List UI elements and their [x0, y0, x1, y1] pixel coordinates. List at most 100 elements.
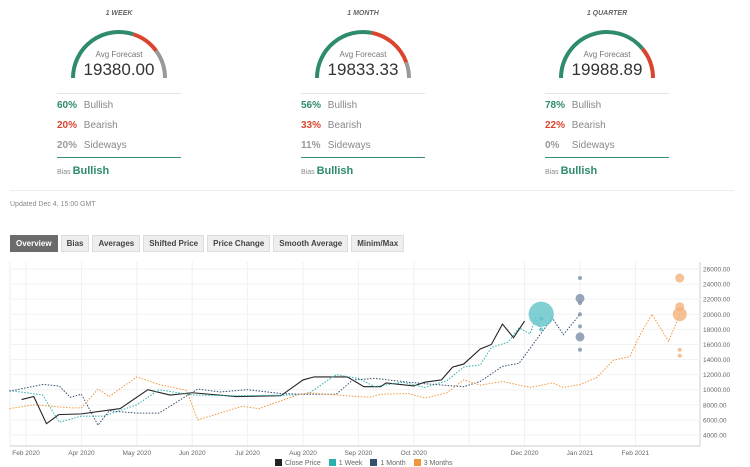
legend-swatch [328, 459, 336, 466]
forecast-bubble[interactable] [677, 353, 682, 358]
sentiment-pct: 33% [301, 120, 322, 131]
y-tick-label: 18000.00 [703, 327, 730, 334]
forecast-bubble[interactable] [578, 347, 582, 352]
sentiment-row: 0% Sideways [545, 140, 615, 151]
y-tick-label: 16000.00 [703, 342, 730, 349]
panel-title: 1 WEEK [105, 10, 133, 17]
x-tick-label: Apr 2020 [68, 450, 95, 457]
divider [301, 93, 425, 94]
y-tick-label: 14000.00 [703, 357, 730, 364]
gauge [71, 30, 167, 79]
tab-minim-max[interactable]: Minim/Max [351, 235, 405, 252]
forecast-bubble[interactable] [539, 316, 544, 321]
gauge-segment [154, 49, 167, 79]
avg-forecast-value: 19380.00 [83, 60, 155, 79]
y-tick-label: 26000.00 [703, 267, 730, 274]
legend-item[interactable]: 1 Week [328, 459, 362, 467]
avg-forecast-label: Avg Forecast [583, 50, 631, 59]
bias-label: Bias [301, 169, 315, 176]
x-tick-label: Sep 2020 [344, 450, 372, 457]
tab-smooth-average[interactable]: Smooth Average [273, 235, 349, 252]
sentiment-label: Bearish [327, 120, 362, 131]
x-tick-label: Oct 2020 [401, 450, 428, 457]
sentiment-row: 60% Bullish [57, 100, 113, 111]
forecast-bubble[interactable] [575, 293, 585, 303]
sentiment-pct: 78% [545, 100, 566, 111]
sentiment-row: 20% Sideways [57, 140, 127, 151]
forecast-bubble[interactable] [672, 307, 687, 322]
forecast-bubble[interactable] [539, 327, 544, 332]
y-tick-label: 10000.00 [703, 387, 730, 394]
sentiment-label: Bullish [571, 100, 602, 111]
series-line-close-price [21, 320, 526, 425]
x-tick-label: Feb 2020 [12, 450, 40, 457]
sentiment-pct: 20% [57, 140, 78, 151]
legend-item[interactable]: 3 Months [413, 459, 453, 467]
tab-bias[interactable]: Bias [60, 235, 90, 252]
chart-legend: Close Price 1 Week 1 Month 3 Months [275, 459, 453, 467]
forecast-bubble[interactable] [578, 300, 582, 305]
sentiment-pct: 0% [545, 140, 560, 151]
divider [545, 93, 669, 94]
tab-price-change[interactable]: Price Change [207, 235, 271, 252]
gauge-segment [71, 30, 134, 79]
forecast-bubble[interactable] [575, 332, 585, 342]
forecast-bubble[interactable] [528, 301, 554, 327]
legend-item[interactable]: 1 Month [370, 459, 406, 467]
series-line-1-month [9, 313, 581, 427]
avg-forecast-value: 19833.33 [327, 60, 399, 79]
gauge [559, 30, 655, 79]
gauge-segment [640, 47, 655, 79]
bias: Bias Bullish [545, 165, 597, 177]
x-tick-label: Jan 2021 [567, 450, 594, 457]
legend-swatch [370, 459, 378, 466]
y-tick-label: 22000.00 [703, 297, 730, 304]
y-tick-label: 12000.00 [703, 372, 730, 379]
updated-timestamp: Updated Dec 4, 15:00 GMT [10, 201, 96, 208]
panel-title: 1 MONTH [347, 10, 379, 17]
forecast-bubble[interactable] [578, 324, 582, 329]
sentiment-label: Bearish [571, 120, 606, 131]
series-line-3-months [9, 313, 681, 421]
gauge-segment [132, 32, 158, 53]
sentiment-pct: 22% [545, 120, 566, 131]
gauge [315, 30, 411, 79]
sentiment-row: 56% Bullish [301, 100, 357, 111]
bias: Bias Bullish [301, 165, 353, 177]
tab-shifted-price[interactable]: Shifted Price [143, 235, 205, 252]
divider [301, 157, 425, 158]
sentiment-row: 22% Bearish [545, 120, 606, 131]
y-tick-label: 24000.00 [703, 282, 730, 289]
x-tick-label: May 2020 [123, 450, 152, 457]
bias-label: Bias [545, 169, 559, 176]
avg-forecast-label: Avg Forecast [339, 50, 387, 59]
bias-value: Bullish [72, 165, 110, 177]
y-tick-label: 8000.00 [703, 402, 727, 409]
tab-averages[interactable]: Averages [92, 235, 141, 252]
sentiment-row: 20% Bearish [57, 120, 118, 131]
sentiment-row: 33% Bearish [301, 120, 362, 131]
y-tick-label: 20000.00 [703, 312, 730, 319]
sentiment-pct: 11% [301, 140, 321, 151]
y-tick-label: 4000.00 [703, 433, 727, 440]
divider [57, 157, 181, 158]
bias: Bias Bullish [57, 165, 109, 177]
forecast-bubble[interactable] [677, 347, 682, 352]
divider [10, 190, 734, 191]
avg-forecast-value: 19988.89 [571, 60, 643, 79]
forecast-bubble[interactable] [578, 312, 582, 317]
forecast-bubble[interactable] [675, 273, 685, 283]
sentiment-label: Bullish [327, 100, 358, 111]
forecast-bubble[interactable] [578, 276, 582, 281]
legend-item[interactable]: Close Price [275, 459, 321, 467]
legend-label: 1 Month [380, 460, 406, 467]
sentiment-pct: 20% [57, 120, 78, 131]
bias-value: Bullish [560, 165, 598, 177]
legend-label: Close Price [285, 460, 321, 467]
sentiment-row: 78% Bullish [545, 100, 601, 111]
series-line-1-week [9, 316, 542, 423]
tab-overview[interactable]: Overview [10, 235, 58, 252]
gauge-segment [371, 30, 409, 64]
gauge-segment [559, 30, 644, 79]
